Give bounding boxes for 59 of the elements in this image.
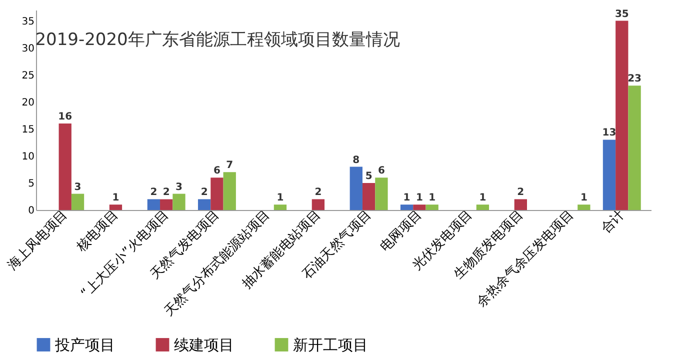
bar xyxy=(223,172,236,210)
data-label: 13 xyxy=(602,128,616,139)
text: 2019-2020年广东省能源工程领域项目数量情况 xyxy=(35,30,400,50)
bar xyxy=(210,178,224,210)
bar xyxy=(350,166,362,210)
legend-label: 投产项目 xyxy=(54,336,115,354)
bar xyxy=(160,199,173,210)
data-label: 2 xyxy=(314,187,322,198)
data-label: 2 xyxy=(162,187,170,198)
legend-label: 新开工项目 xyxy=(293,336,368,354)
bar xyxy=(476,204,490,210)
bar xyxy=(172,194,186,210)
bar xyxy=(628,86,641,210)
y-tick-label: 30 xyxy=(22,43,34,54)
data-label: 1 xyxy=(580,192,588,204)
data-label: 2 xyxy=(200,187,208,198)
bar xyxy=(602,140,616,210)
y-tick-label: 5 xyxy=(28,178,34,190)
bar xyxy=(274,204,287,210)
bar xyxy=(362,182,376,210)
data-label: 1 xyxy=(112,192,120,204)
bar xyxy=(109,204,122,210)
bar xyxy=(58,124,72,210)
data-label: 1 xyxy=(428,192,436,204)
data-label: 1 xyxy=(416,192,423,204)
bar xyxy=(400,204,414,210)
bar xyxy=(578,204,590,210)
data-label: 7 xyxy=(226,160,234,172)
data-label: 16 xyxy=(58,112,72,123)
y-tick-label: 0 xyxy=(28,206,34,216)
data-label: 3 xyxy=(74,182,82,193)
x-tick-label: 合计 xyxy=(598,208,628,237)
data-label: 1 xyxy=(276,192,284,204)
data-label: 6 xyxy=(378,166,385,177)
legend-label: 续建项目 xyxy=(174,336,234,354)
y-tick-label: 15 xyxy=(22,124,34,136)
data-label: 1 xyxy=(403,192,410,204)
bar xyxy=(198,199,211,210)
y-tick-label: 25 xyxy=(22,70,34,82)
bar xyxy=(71,194,84,210)
data-label: 1 xyxy=(479,192,486,204)
bar xyxy=(147,199,160,210)
data-label: 3 xyxy=(176,182,183,193)
data-label: 6 xyxy=(213,166,220,177)
y-tick-label: 10 xyxy=(22,151,34,162)
bar xyxy=(514,199,527,210)
data-label: 2 xyxy=(517,187,524,198)
y-tick-label: 35 xyxy=(22,16,34,28)
y-tick-label: 20 xyxy=(22,97,34,108)
data-label: 8 xyxy=(352,154,360,166)
data-label: 35 xyxy=(614,8,629,20)
bar xyxy=(616,20,628,210)
data-label: 23 xyxy=(628,74,642,85)
bar xyxy=(312,199,325,210)
data-label: 5 xyxy=(365,170,372,182)
bar xyxy=(426,204,438,210)
data-label: 2 xyxy=(150,187,158,198)
bar xyxy=(375,178,388,210)
bar xyxy=(413,204,426,210)
